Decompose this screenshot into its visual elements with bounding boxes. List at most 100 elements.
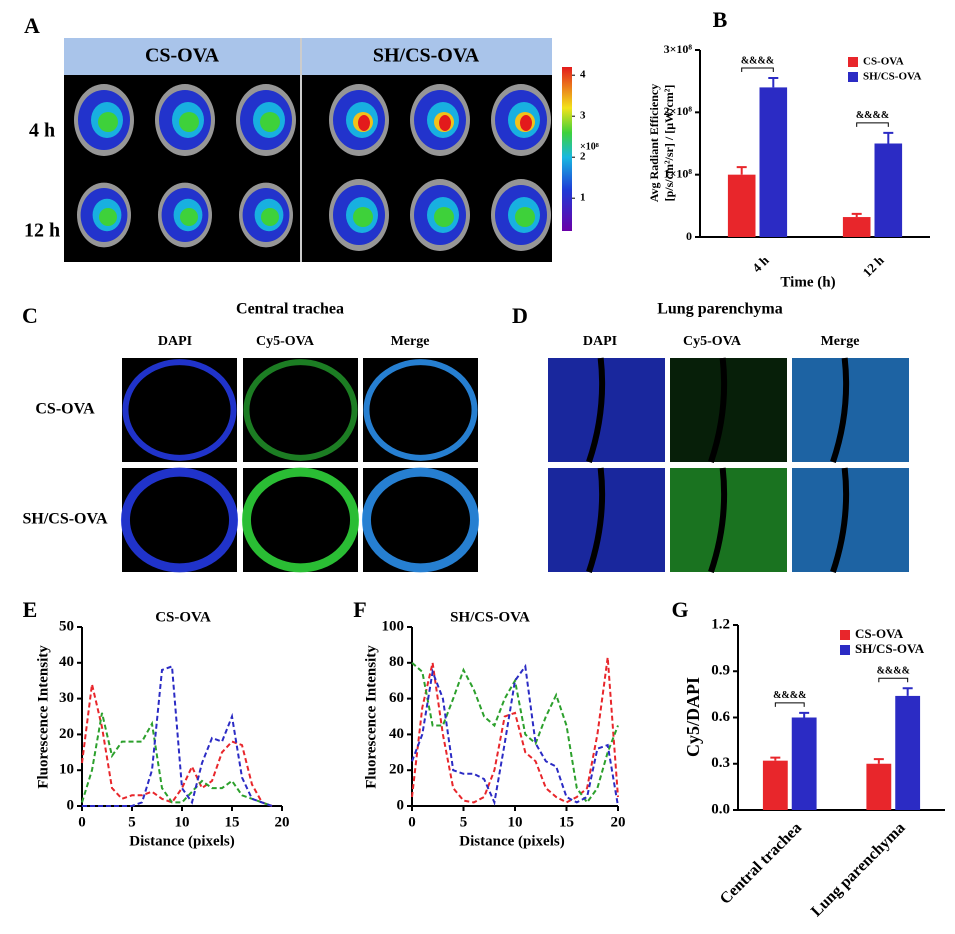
tissue bbox=[670, 468, 787, 572]
x-axis-label: Distance (pixels) bbox=[129, 833, 234, 849]
significance-label: &&&& bbox=[773, 690, 806, 701]
signal bbox=[353, 207, 373, 227]
column-label: Merge bbox=[821, 334, 860, 349]
x-tick-label: 20 bbox=[611, 814, 626, 830]
y-tick-label: 100 bbox=[382, 618, 405, 634]
tissue bbox=[122, 359, 237, 461]
bar bbox=[874, 143, 903, 237]
vessel bbox=[708, 467, 728, 573]
y-axis-label: [p/s/cm²/sr] / [µW/cm²] bbox=[662, 85, 676, 202]
y-tick-label: 0.9 bbox=[711, 663, 730, 679]
error-bar bbox=[736, 166, 747, 175]
signal bbox=[180, 208, 198, 226]
y-tick-label: 10 bbox=[59, 762, 74, 778]
micrograph bbox=[363, 358, 478, 462]
significance-bracket bbox=[878, 677, 909, 683]
tissue bbox=[241, 467, 360, 573]
chart-title: SH/CS-OVA bbox=[450, 609, 530, 625]
y-tick-label: 0 bbox=[67, 797, 75, 813]
vessel bbox=[830, 467, 850, 573]
y-axis-label: Cy5/DAPI bbox=[683, 677, 703, 757]
y-tick-label: 80 bbox=[389, 654, 404, 670]
micrograph bbox=[670, 358, 787, 462]
signal bbox=[179, 112, 199, 132]
panel-label: A bbox=[24, 13, 40, 38]
panel-label: G bbox=[671, 597, 688, 622]
x-tick-label: 5 bbox=[460, 814, 468, 830]
bar bbox=[842, 217, 871, 237]
signal bbox=[520, 115, 532, 131]
panel-label: B bbox=[713, 7, 728, 32]
panel-title: Lung parenchyma bbox=[657, 301, 783, 318]
tissue bbox=[120, 467, 239, 573]
colorbar-tick-label: 2 bbox=[580, 151, 586, 163]
line-series bbox=[81, 712, 273, 807]
signal bbox=[99, 208, 117, 226]
column-label: Cy5-OVA bbox=[256, 334, 315, 349]
y-tick-label: 0 bbox=[397, 797, 405, 813]
error-bar bbox=[851, 212, 862, 218]
colorbar-unit: ×10⁸ bbox=[580, 141, 599, 152]
error-bar bbox=[799, 711, 810, 718]
x-tick-label: Lung parenchyma bbox=[808, 819, 909, 920]
y-tick-label: 30 bbox=[59, 690, 74, 706]
vessel bbox=[586, 467, 606, 573]
significance-label: &&&& bbox=[856, 110, 889, 121]
line-series bbox=[411, 663, 619, 807]
x-axis-label: Time (h) bbox=[780, 274, 835, 290]
error-bar bbox=[770, 756, 781, 761]
group-title: SH/CS-OVA bbox=[373, 45, 480, 67]
column-label: Merge bbox=[391, 334, 430, 349]
signal bbox=[260, 112, 280, 132]
y-tick-label: 20 bbox=[59, 726, 74, 742]
significance-bracket bbox=[856, 122, 889, 127]
significance-label: &&&& bbox=[877, 666, 910, 677]
tissue bbox=[670, 358, 787, 462]
bar bbox=[759, 87, 788, 238]
bar bbox=[791, 717, 817, 810]
tissue bbox=[363, 359, 478, 461]
signal bbox=[358, 115, 370, 131]
panel-label: E bbox=[23, 597, 38, 622]
legend-swatch bbox=[840, 645, 850, 655]
colorbar bbox=[562, 67, 572, 231]
legend-swatch bbox=[840, 630, 850, 640]
legend-label: SH/CS-OVA bbox=[863, 71, 922, 83]
colorbar-tick-label: 1 bbox=[580, 192, 586, 204]
y-tick-label: 1.2 bbox=[711, 616, 730, 632]
x-tick-label: 0 bbox=[78, 814, 86, 830]
x-axis-label: Distance (pixels) bbox=[459, 833, 564, 849]
line-series bbox=[81, 684, 273, 807]
y-tick-label: 0.6 bbox=[711, 709, 730, 725]
y-tick-label: 40 bbox=[389, 726, 404, 742]
panel-label: D bbox=[512, 303, 528, 328]
row-label: 4 h bbox=[29, 120, 55, 142]
group-title: CS-OVA bbox=[145, 45, 220, 67]
y-tick-label: 0 bbox=[686, 229, 692, 243]
x-tick-label: 4 h bbox=[749, 252, 772, 275]
micrograph bbox=[122, 358, 237, 462]
colorbar-tick-label: 4 bbox=[580, 69, 586, 81]
x-tick-label: 10 bbox=[175, 814, 190, 830]
significance-bracket bbox=[741, 67, 774, 73]
panel-title: Central trachea bbox=[236, 301, 344, 318]
bar bbox=[866, 763, 892, 810]
tissue bbox=[548, 358, 665, 462]
error-bar bbox=[768, 77, 779, 88]
y-tick-label: 0.3 bbox=[711, 755, 730, 771]
y-axis-label: Fluorescence Intensity bbox=[35, 645, 51, 789]
legend-swatch bbox=[848, 72, 858, 82]
x-tick-label: 20 bbox=[275, 814, 290, 830]
colorbar-tick-label: 3 bbox=[580, 110, 586, 122]
vessel bbox=[586, 357, 606, 463]
y-tick-label: 2×10⁸ bbox=[664, 104, 693, 118]
error-bar bbox=[883, 131, 894, 144]
vessel bbox=[830, 357, 850, 463]
column-label: DAPI bbox=[583, 334, 617, 349]
error-bar bbox=[873, 758, 884, 764]
tissue bbox=[792, 468, 909, 572]
y-axis-label: Fluorescence Intensity bbox=[363, 645, 379, 789]
y-tick-label: 40 bbox=[59, 654, 74, 670]
legend-label: CS-OVA bbox=[863, 56, 904, 68]
